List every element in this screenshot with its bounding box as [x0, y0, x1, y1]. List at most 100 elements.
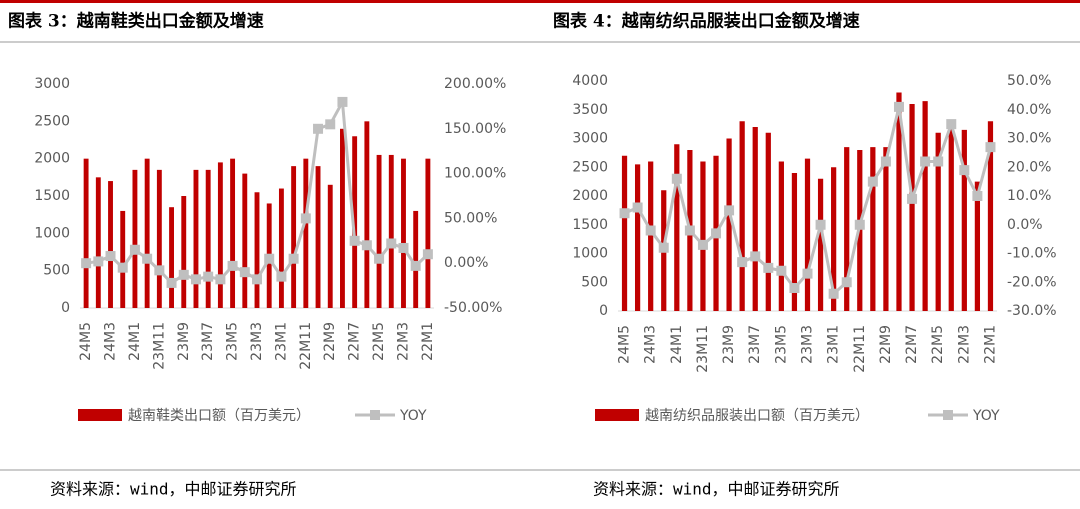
- marker: [972, 191, 983, 201]
- y-tick-label: 3000: [34, 76, 70, 92]
- bar: [922, 101, 928, 311]
- legend-label: YOY: [399, 408, 427, 424]
- bar: [120, 210, 126, 308]
- x-tick-label: 23M7: [747, 325, 763, 364]
- bar: [752, 127, 758, 311]
- marker: [129, 244, 140, 255]
- bar: [327, 184, 333, 308]
- legend-label: YOY: [972, 408, 1000, 424]
- marker: [215, 274, 226, 285]
- x-tick-label: 23M7: [200, 322, 216, 361]
- y-tick-label: 4000: [572, 73, 608, 89]
- marker: [288, 253, 299, 264]
- marker: [645, 225, 656, 236]
- marker: [398, 242, 409, 253]
- marker: [361, 240, 372, 251]
- bar: [883, 147, 889, 311]
- x-tick-label: 23M1: [273, 322, 289, 361]
- bar: [181, 196, 187, 308]
- y2-tick-label: -30.0%: [1007, 303, 1057, 319]
- legend-marker: [943, 410, 953, 420]
- bar: [401, 158, 406, 308]
- bar: [778, 161, 784, 311]
- x-tick-label: 23M5: [225, 322, 241, 361]
- legend-swatch: [595, 409, 639, 421]
- bar: [817, 178, 824, 311]
- bar: [315, 166, 321, 308]
- legend-label: 越南纺织品服装出口额（百万美元）: [645, 408, 869, 424]
- x-tick-label: 22M9: [878, 325, 894, 364]
- marker: [802, 268, 813, 279]
- y-tick-label: 1500: [34, 188, 70, 204]
- x-tick-label: 24M5: [617, 325, 633, 364]
- bar: [791, 173, 798, 311]
- bar: [674, 144, 680, 311]
- legend-marker: [370, 410, 380, 420]
- bar: [935, 132, 941, 311]
- bar: [844, 147, 850, 311]
- marker: [933, 156, 944, 167]
- x-tick-label: 23M11: [151, 322, 167, 370]
- bar: [230, 158, 236, 308]
- x-tick-label: 24M3: [643, 325, 659, 364]
- marker: [750, 251, 761, 262]
- y-tick-label: 2000: [572, 188, 608, 204]
- bar: [132, 169, 138, 308]
- marker: [697, 239, 708, 250]
- y2-tick-label: 50.0%: [1007, 73, 1051, 89]
- marker: [337, 96, 348, 107]
- marker: [252, 274, 262, 285]
- bar: [108, 181, 113, 308]
- bar: [948, 124, 954, 311]
- x-tick-label: 22M9: [322, 322, 338, 361]
- marker: [422, 249, 433, 260]
- bar: [205, 169, 211, 308]
- y2-tick-label: 200.00%: [444, 76, 506, 92]
- bar: [961, 129, 967, 311]
- x-tick-label: 23M1: [826, 325, 842, 364]
- bar: [974, 181, 981, 311]
- marker: [203, 271, 214, 282]
- y2-tick-label: -50.00%: [444, 300, 502, 316]
- y-tick-label: 500: [581, 274, 608, 290]
- marker: [190, 274, 201, 285]
- marker: [658, 242, 669, 253]
- x-tick-label: 23M3: [800, 325, 816, 364]
- bar: [242, 173, 248, 308]
- marker: [763, 262, 774, 273]
- x-tick-label: 23M3: [249, 322, 265, 361]
- chart-title: 图表 3：越南鞋类出口金额及增速: [8, 11, 264, 32]
- bar: [765, 132, 771, 311]
- bar: [169, 207, 174, 308]
- y-tick-label: 2500: [572, 159, 608, 175]
- marker: [117, 262, 128, 273]
- marker: [239, 267, 250, 278]
- x-tick-label: 24M1: [127, 322, 143, 361]
- marker: [724, 205, 735, 216]
- x-tick-label: 22M5: [930, 325, 946, 364]
- source: 资料来源：wind，中邮证券研究所: [593, 480, 840, 499]
- marker: [154, 265, 165, 276]
- y-tick-label: 0: [599, 303, 608, 319]
- x-tick-label: 24M1: [669, 325, 685, 364]
- x-tick-label: 23M5: [773, 325, 789, 364]
- marker: [684, 225, 695, 236]
- bar: [831, 167, 837, 311]
- y-tick-label: 1000: [34, 225, 70, 241]
- bar: [303, 158, 309, 308]
- bar: [648, 161, 654, 311]
- marker: [946, 119, 957, 130]
- bar: [376, 154, 382, 308]
- x-tick-label: 22M1: [982, 325, 998, 364]
- x-tick-label: 22M3: [956, 325, 972, 364]
- marker: [671, 173, 682, 184]
- marker: [178, 269, 189, 280]
- marker: [386, 238, 397, 249]
- bar: [254, 192, 260, 308]
- marker: [619, 208, 630, 219]
- bar: [621, 155, 628, 311]
- marker: [841, 277, 852, 288]
- y2-tick-label: 10.0%: [1007, 188, 1051, 204]
- bar: [987, 121, 994, 311]
